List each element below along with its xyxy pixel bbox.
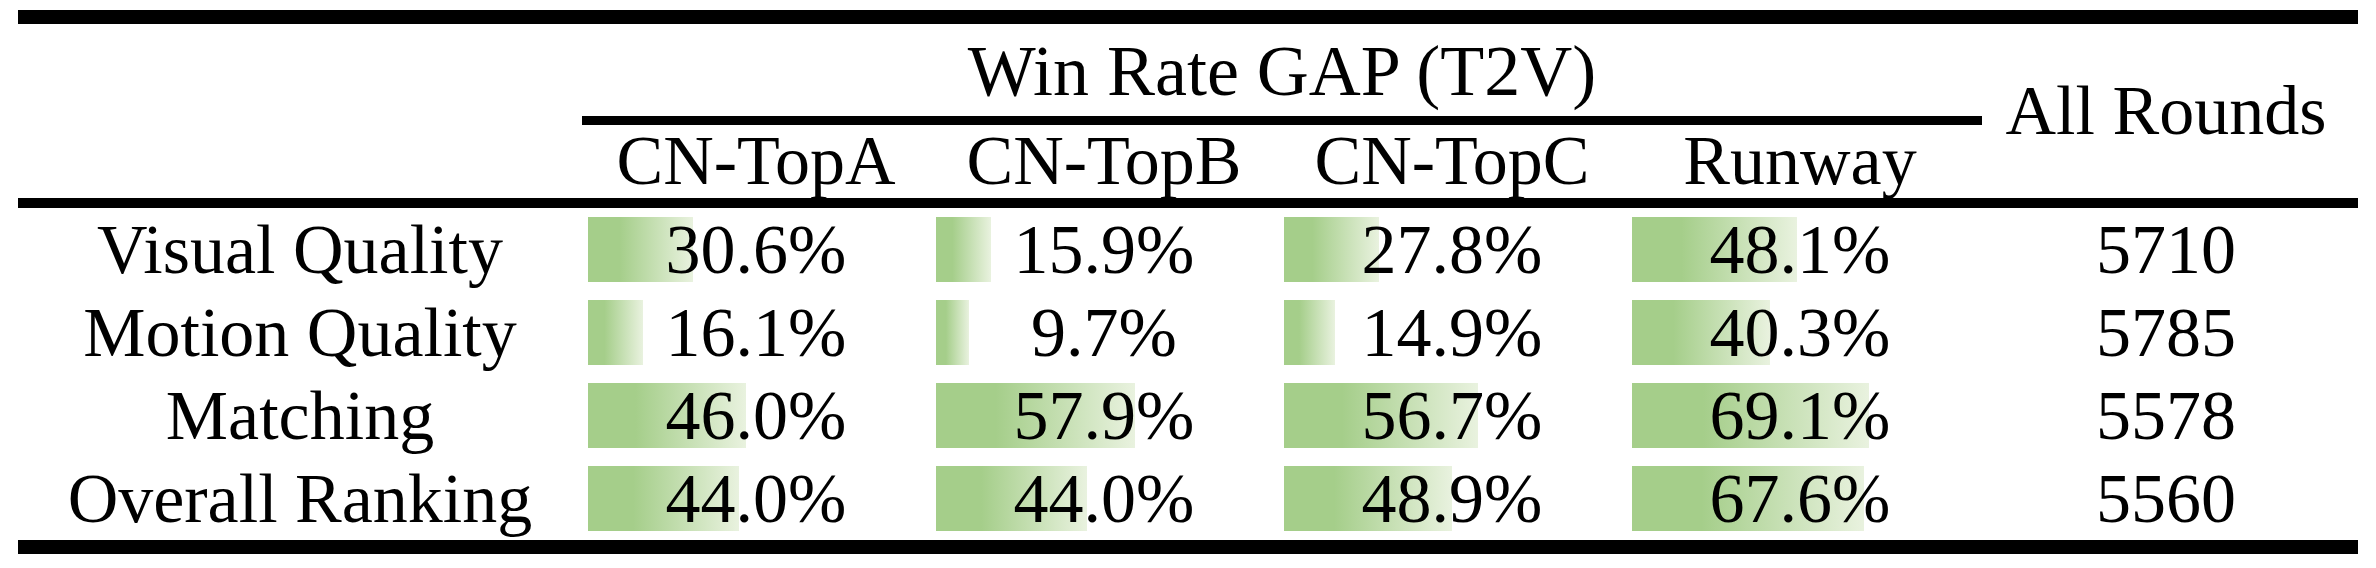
win-rate-cell: 44.0% xyxy=(582,457,930,540)
all-rounds-value: 5560 xyxy=(1974,457,2358,540)
win-rate-value: 57.9% xyxy=(930,374,1278,457)
table-row-motion-quality: Motion Quality 16.1% 9.7% 14.9% 40.3% 57… xyxy=(18,291,2358,374)
row-label: Overall Ranking xyxy=(18,457,582,540)
win-rate-cell: 27.8% xyxy=(1278,208,1626,291)
win-rate-cell: 48.1% xyxy=(1626,208,1974,291)
row-label: Visual Quality xyxy=(18,208,582,291)
column-header-cn-topa: CN-TopA xyxy=(582,125,930,197)
win-rate-value: 44.0% xyxy=(582,457,930,540)
all-rounds-value: 5710 xyxy=(1974,208,2358,291)
win-rate-value: 69.1% xyxy=(1626,374,1974,457)
win-rate-cell: 69.1% xyxy=(1626,374,1974,457)
win-rate-value: 15.9% xyxy=(930,208,1278,291)
win-rate-value: 48.1% xyxy=(1626,208,1974,291)
win-rate-value: 56.7% xyxy=(1278,374,1626,457)
win-rate-cell: 16.1% xyxy=(582,291,930,374)
win-rate-value: 48.9% xyxy=(1278,457,1626,540)
win-rate-cell: 15.9% xyxy=(930,208,1278,291)
win-rate-value: 44.0% xyxy=(930,457,1278,540)
win-rate-value: 40.3% xyxy=(1626,291,1974,374)
win-rate-value: 67.6% xyxy=(1626,457,1974,540)
win-rate-cell: 44.0% xyxy=(930,457,1278,540)
win-rate-value: 9.7% xyxy=(930,291,1278,374)
win-rate-cell: 57.9% xyxy=(930,374,1278,457)
header-body-divider-rule xyxy=(18,198,2358,208)
win-rate-cell: 30.6% xyxy=(582,208,930,291)
win-rate-cell: 67.6% xyxy=(1626,457,1974,540)
row-label: Motion Quality xyxy=(18,291,582,374)
row-label: Matching xyxy=(18,374,582,457)
win-rate-cell: 40.3% xyxy=(1626,291,1974,374)
column-header-all-rounds: All Rounds xyxy=(1974,24,2358,198)
win-rate-value: 14.9% xyxy=(1278,291,1626,374)
table-row-visual-quality: Visual Quality 30.6% 15.9% 27.8% 48.1% 5… xyxy=(18,208,2358,291)
win-rate-cell: 56.7% xyxy=(1278,374,1626,457)
column-header-cn-topc: CN-TopC xyxy=(1278,125,1626,197)
table-bottom-rule xyxy=(18,540,2358,554)
win-rate-cell: 14.9% xyxy=(1278,291,1626,374)
win-rate-cell: 48.9% xyxy=(1278,457,1626,540)
win-rate-table: Win Rate GAP (T2V) CN-TopA CN-TopB CN-To… xyxy=(0,0,2376,568)
column-header-runway: Runway xyxy=(1626,125,1974,197)
all-rounds-value: 5785 xyxy=(1974,291,2358,374)
win-rate-value: 16.1% xyxy=(582,291,930,374)
table-body: Visual Quality 30.6% 15.9% 27.8% 48.1% 5… xyxy=(18,208,2358,540)
table-top-rule xyxy=(18,10,2358,24)
win-rate-cell: 9.7% xyxy=(930,291,1278,374)
win-rate-value: 30.6% xyxy=(582,208,930,291)
win-rate-value: 27.8% xyxy=(1278,208,1626,291)
win-rate-value: 46.0% xyxy=(582,374,930,457)
all-rounds-value: 5578 xyxy=(1974,374,2358,457)
table-row-overall-ranking: Overall Ranking 44.0% 44.0% 48.9% 67.6% … xyxy=(18,457,2358,540)
column-header-cn-topb: CN-TopB xyxy=(930,125,1278,197)
table-row-matching: Matching 46.0% 57.9% 56.7% 69.1% 5578 xyxy=(18,374,2358,457)
group-header-title: Win Rate GAP (T2V) xyxy=(582,26,1982,116)
win-rate-cell: 46.0% xyxy=(582,374,930,457)
